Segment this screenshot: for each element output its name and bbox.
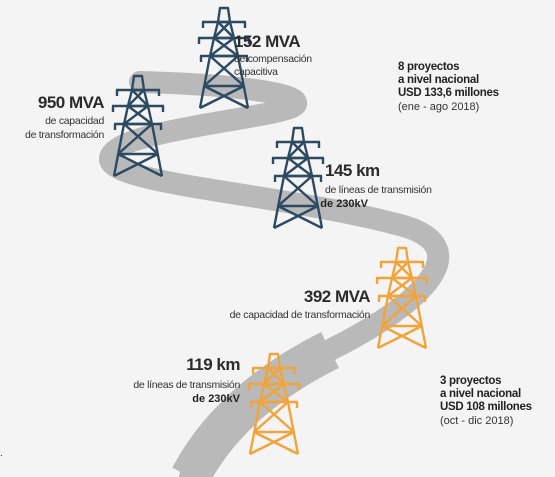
caption: capacitiva <box>234 66 278 78</box>
caption: de líneas de transmisión <box>325 184 432 196</box>
summary: 3 proyectos <box>440 375 501 387</box>
caption: de 230kV <box>192 393 240 405</box>
headline: 145 km <box>325 161 380 180</box>
caption: de capacidad <box>45 115 104 127</box>
headline: 392 MVA <box>304 287 370 306</box>
road <box>110 82 438 477</box>
summary: 8 proyectos <box>398 61 459 73</box>
caption: de capacidad de transformación <box>230 309 371 321</box>
headline: 119 km <box>186 355 240 374</box>
headline: 950 MVA <box>38 93 104 112</box>
period: (ene - ago 2018) <box>398 101 479 113</box>
summary: USD 133,6 millones <box>398 87 499 99</box>
summary: USD 108 millones <box>440 401 532 413</box>
fragment: . <box>0 447 3 459</box>
infographic: 152 MVA de compensación capacitiva 950 M… <box>0 0 555 477</box>
caption: de compensación <box>234 53 312 65</box>
summary: a nivel nacional <box>398 74 479 86</box>
summary: a nivel nacional <box>440 388 521 400</box>
caption: de 230kV <box>320 198 368 210</box>
caption: de transformación <box>25 129 104 141</box>
headline: 152 MVA <box>234 32 300 51</box>
caption: de líneas de transmisión <box>133 379 240 391</box>
period: (oct - dic 2018) <box>440 415 513 427</box>
